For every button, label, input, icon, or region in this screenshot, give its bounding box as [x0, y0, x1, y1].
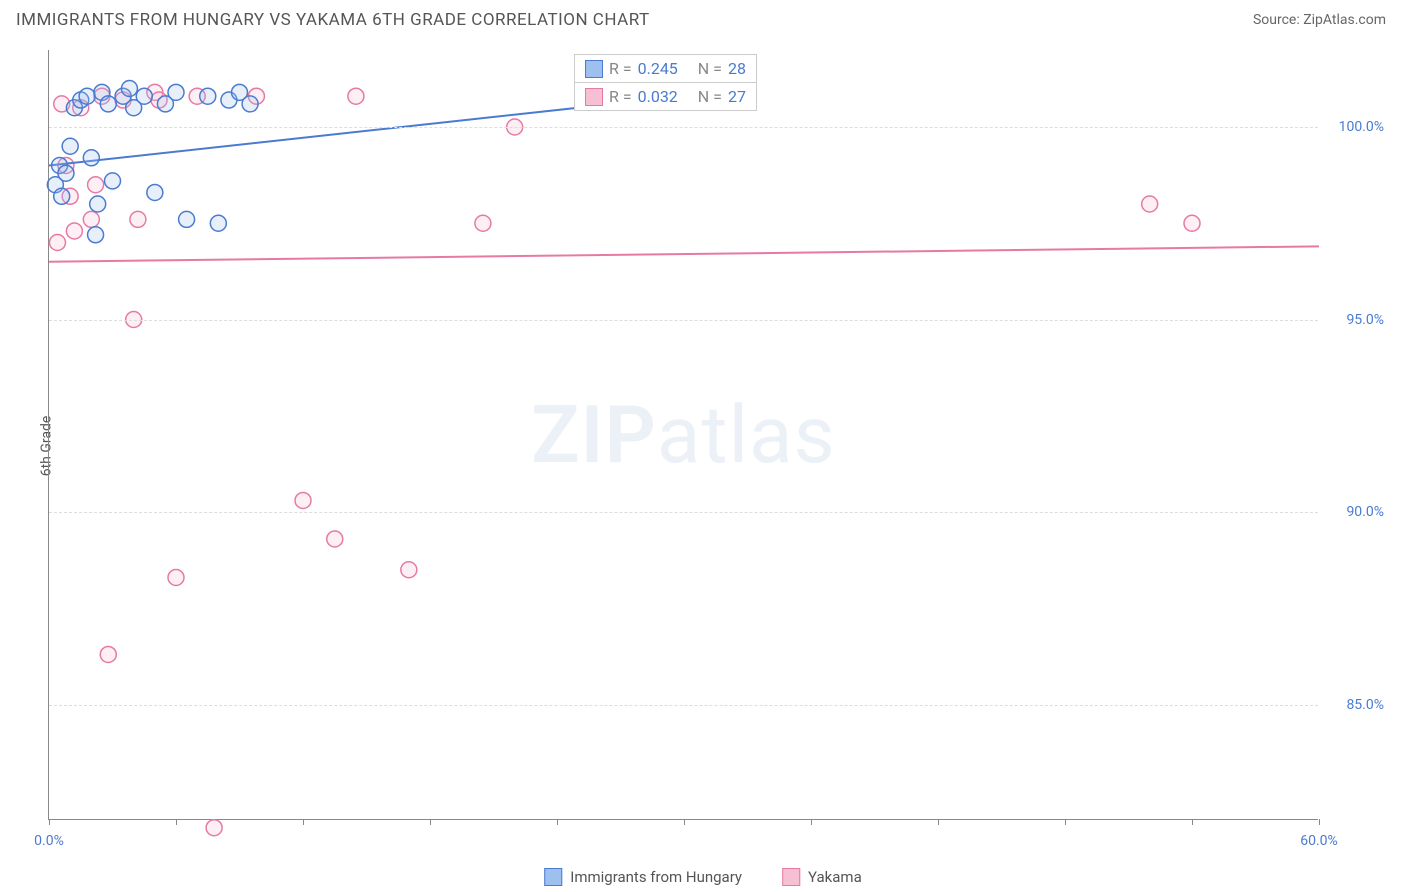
- n-value-hungary: 28: [728, 59, 746, 78]
- x-tick: [176, 819, 177, 825]
- n-label: N =: [698, 87, 722, 106]
- gridline: [49, 127, 1318, 128]
- y-tick-label: 100.0%: [1324, 119, 1384, 135]
- chart-container: ZIPatlas R = 0.245 N = 28 R = 0.032 N = …: [48, 50, 1386, 820]
- data-point: [83, 211, 99, 227]
- data-point: [1184, 215, 1200, 231]
- x-tick-label: 0.0%: [34, 833, 64, 849]
- data-point: [168, 569, 184, 585]
- x-tick-label: 60.0%: [1300, 833, 1338, 849]
- legend-swatch-yakama-bottom: [782, 868, 800, 886]
- legend-swatch-hungary-bottom: [544, 868, 562, 886]
- data-point: [200, 88, 216, 104]
- r-value-hungary: 0.245: [638, 59, 678, 78]
- data-point: [1142, 196, 1158, 212]
- y-tick-label: 95.0%: [1324, 312, 1384, 328]
- data-point: [130, 211, 146, 227]
- x-tick: [1319, 819, 1320, 825]
- x-tick: [1192, 819, 1193, 825]
- x-tick: [303, 819, 304, 825]
- gridline: [49, 320, 1318, 321]
- data-point: [327, 531, 343, 547]
- data-point: [79, 88, 95, 104]
- x-tick: [811, 819, 812, 825]
- r-label: R =: [609, 59, 632, 78]
- data-point: [100, 96, 116, 112]
- data-point: [105, 173, 121, 189]
- x-tick: [430, 819, 431, 825]
- data-point: [66, 223, 82, 239]
- gridline: [49, 705, 1318, 706]
- data-point: [206, 820, 222, 836]
- r-value-yakama: 0.032: [638, 87, 678, 106]
- n-label: N =: [698, 59, 722, 78]
- r-label: R =: [609, 87, 632, 106]
- x-tick: [938, 819, 939, 825]
- x-tick: [49, 819, 50, 825]
- data-point: [147, 184, 163, 200]
- chart-title: IMMIGRANTS FROM HUNGARY VS YAKAMA 6TH GR…: [16, 10, 650, 30]
- y-tick-label: 90.0%: [1324, 504, 1384, 520]
- data-point: [83, 150, 99, 166]
- data-point: [100, 646, 116, 662]
- data-point: [88, 177, 104, 193]
- legend-item-hungary: Immigrants from Hungary: [544, 868, 742, 886]
- legend-swatch-yakama: [585, 88, 603, 106]
- series-legend: Immigrants from Hungary Yakama: [544, 868, 862, 886]
- data-point: [295, 492, 311, 508]
- n-value-yakama: 27: [728, 87, 746, 106]
- x-tick: [1065, 819, 1066, 825]
- legend-label-yakama: Yakama: [808, 868, 862, 886]
- gridline: [49, 512, 1318, 513]
- data-point: [88, 227, 104, 243]
- data-point: [58, 165, 74, 181]
- legend-row-yakama: R = 0.032 N = 27: [575, 83, 756, 110]
- data-point: [475, 215, 491, 231]
- data-point: [210, 215, 226, 231]
- y-tick-label: 85.0%: [1324, 697, 1384, 713]
- data-point: [90, 196, 106, 212]
- data-point: [179, 211, 195, 227]
- legend-swatch-hungary: [585, 60, 603, 78]
- data-point: [54, 188, 70, 204]
- data-point: [136, 88, 152, 104]
- legend-label-hungary: Immigrants from Hungary: [570, 868, 742, 886]
- trend-line: [49, 246, 1319, 261]
- data-point: [168, 84, 184, 100]
- data-point: [49, 235, 65, 251]
- legend-item-yakama: Yakama: [782, 868, 862, 886]
- data-point: [401, 562, 417, 578]
- chart-header: IMMIGRANTS FROM HUNGARY VS YAKAMA 6TH GR…: [0, 0, 1406, 36]
- data-point: [62, 138, 78, 154]
- legend-row-hungary: R = 0.245 N = 28: [575, 55, 756, 83]
- x-tick: [557, 819, 558, 825]
- plot-area: ZIPatlas R = 0.245 N = 28 R = 0.032 N = …: [48, 50, 1318, 820]
- data-point: [121, 81, 137, 97]
- correlation-legend: R = 0.245 N = 28 R = 0.032 N = 27: [574, 54, 757, 111]
- x-tick: [684, 819, 685, 825]
- chart-source: Source: ZipAtlas.com: [1253, 12, 1386, 28]
- data-point: [242, 96, 258, 112]
- data-point: [348, 88, 364, 104]
